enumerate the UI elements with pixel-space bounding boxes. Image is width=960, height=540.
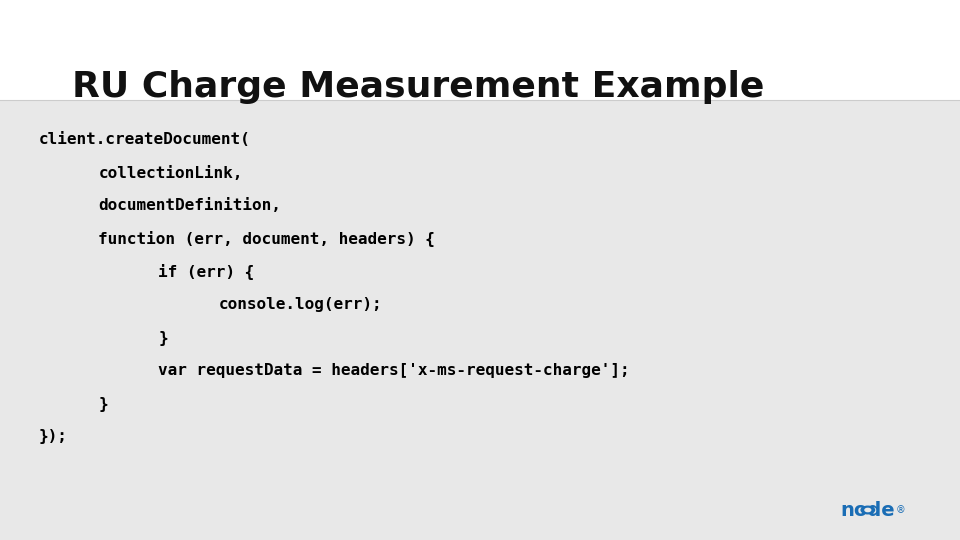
- Text: ®: ®: [896, 505, 905, 515]
- Text: RU Charge Measurement Example: RU Charge Measurement Example: [72, 70, 764, 104]
- Text: console.log(err);: console.log(err);: [219, 298, 382, 313]
- Text: }: }: [99, 396, 108, 411]
- Text: collectionLink,: collectionLink,: [99, 165, 243, 180]
- Text: }: }: [158, 330, 168, 346]
- Text: var requestData = headers['x-ms-request-charge'];: var requestData = headers['x-ms-request-…: [158, 363, 630, 379]
- Text: if (err) {: if (err) {: [158, 264, 254, 280]
- FancyBboxPatch shape: [0, 0, 960, 100]
- Circle shape: [865, 508, 871, 511]
- Text: node: node: [840, 501, 895, 519]
- Text: });: });: [38, 429, 67, 444]
- Text: documentDefinition,: documentDefinition,: [99, 199, 281, 213]
- Circle shape: [861, 506, 875, 514]
- Text: function (err, document, headers) {: function (err, document, headers) {: [99, 231, 435, 247]
- Text: client.createDocument(: client.createDocument(: [38, 132, 251, 147]
- FancyBboxPatch shape: [0, 100, 960, 540]
